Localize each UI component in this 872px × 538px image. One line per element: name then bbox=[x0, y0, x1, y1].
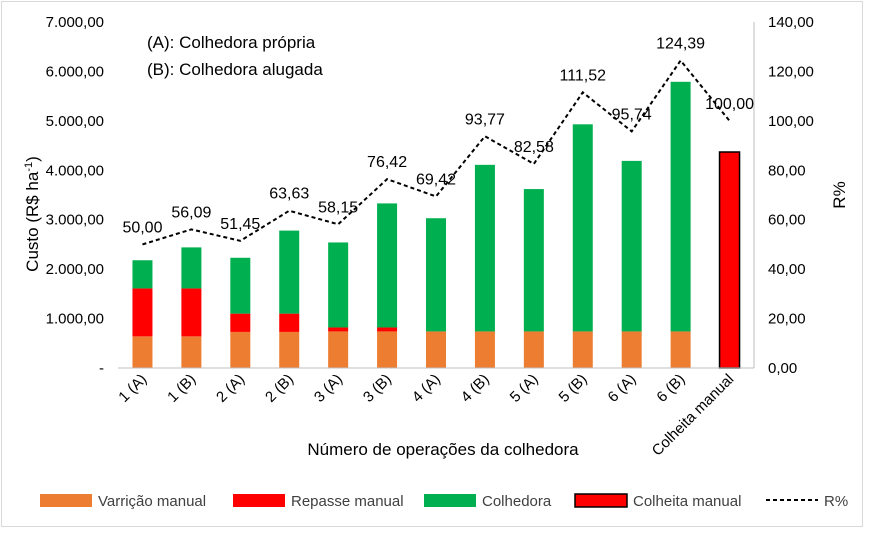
r-percent-data-label: 50,00 bbox=[122, 219, 162, 236]
y-left-title-end: ) bbox=[23, 156, 42, 162]
legend-swatch-colheita-manual bbox=[574, 493, 628, 508]
bar-varricao-manual bbox=[328, 331, 349, 368]
bar-colhedora bbox=[474, 164, 495, 332]
r-percent-data-label: 63,63 bbox=[269, 186, 309, 203]
bar-colhedora bbox=[670, 81, 691, 332]
legend-swatch-colhedora bbox=[424, 494, 476, 507]
legend-label-repasse: Repasse manual bbox=[291, 493, 404, 510]
bar-varricao-manual bbox=[523, 331, 544, 368]
y-left-tick-label: 5.000,00 bbox=[46, 113, 104, 130]
legend-swatch-varricao bbox=[40, 494, 92, 507]
bar-colhedora bbox=[230, 257, 251, 314]
bar-varricao-manual bbox=[132, 336, 153, 368]
y-right-tick-label: 40,00 bbox=[768, 261, 806, 278]
r-percent-data-label: 56,09 bbox=[171, 204, 211, 221]
annotation-b: (B): Colhedora alugada bbox=[147, 60, 323, 79]
legend-label-varricao: Varrição manual bbox=[98, 493, 206, 510]
y-left-tick-label: 7.000,00 bbox=[46, 14, 104, 31]
bar-varricao-manual bbox=[181, 336, 202, 368]
bar-varricao-manual bbox=[621, 331, 642, 368]
bar-varricao-manual bbox=[572, 331, 593, 368]
bar-varricao-manual bbox=[377, 331, 398, 368]
bar-colhedora bbox=[132, 260, 153, 289]
bar-colhedora bbox=[621, 160, 642, 332]
y-right-tick-label: 140,00 bbox=[768, 14, 814, 31]
bar-varricao-manual bbox=[474, 331, 495, 368]
legend-label-colhedora: Colhedora bbox=[482, 493, 552, 510]
bar-repasse-manual bbox=[328, 327, 349, 332]
y-left-tick-label: - bbox=[99, 360, 104, 377]
bar-repasse-manual bbox=[132, 288, 153, 337]
legend-label-r-percent: R% bbox=[824, 493, 848, 510]
bar-varricao-manual bbox=[426, 331, 446, 368]
legend-swatch-repasse bbox=[233, 494, 285, 507]
r-percent-data-label: 124,39 bbox=[656, 36, 705, 53]
bar-varricao-manual bbox=[230, 331, 251, 368]
y-right-tick-label: 20,00 bbox=[768, 311, 806, 328]
r-percent-data-label: 95,74 bbox=[612, 106, 652, 123]
bar-repasse-manual bbox=[230, 313, 251, 332]
right-axis-ticks: 0,00 20,00 40,00 60,00 80,00 100,00 120,00 140,… bbox=[768, 14, 814, 377]
y-left-title-main: Custo (R$ ha bbox=[23, 171, 42, 272]
r-percent-data-label: 82,58 bbox=[514, 139, 554, 156]
left-axis-ticks: - 1.000,00 2.000,00 3.000,00 4.000,00 5.000,0… bbox=[46, 14, 104, 377]
y-left-tick-label: 3.000,00 bbox=[46, 212, 104, 229]
r-percent-data-label: 76,42 bbox=[367, 154, 407, 171]
bar-repasse-manual bbox=[279, 313, 300, 332]
y-right-tick-label: 80,00 bbox=[768, 162, 806, 179]
r-percent-data-label: 69,42 bbox=[416, 171, 456, 188]
y-left-tick-label: 1.000,00 bbox=[46, 311, 104, 328]
y-right-tick-label: 120,00 bbox=[768, 63, 814, 80]
bar-varricao-manual bbox=[279, 331, 300, 368]
y-right-tick-label: 100,00 bbox=[768, 113, 814, 130]
r-percent-data-label: 58,15 bbox=[318, 199, 358, 216]
bar-colhedora bbox=[572, 124, 593, 332]
annotation-a: (A): Colhedora própria bbox=[147, 33, 316, 52]
y-right-tick-label: 0,00 bbox=[768, 360, 797, 377]
y-left-axis-title: Custo (R$ ha-1) bbox=[23, 156, 42, 272]
r-percent-data-label: 51,45 bbox=[220, 216, 260, 233]
bar-repasse-manual bbox=[181, 288, 202, 337]
bar-colheita-manual bbox=[718, 151, 741, 369]
y-left-tick-label: 2.000,00 bbox=[46, 261, 104, 278]
y-left-tick-label: 6.000,00 bbox=[46, 63, 104, 80]
bar-colhedora bbox=[377, 203, 398, 328]
bar-colhedora bbox=[328, 242, 349, 328]
line-group: 50,00 56,09 51,45 63,63 58,15 76,42 69,42 93,77… bbox=[122, 36, 754, 246]
y-right-axis-title: R% bbox=[830, 181, 849, 208]
bar-colhedora bbox=[181, 247, 202, 289]
r-percent-data-label: 93,77 bbox=[465, 111, 505, 128]
bar-colhedora bbox=[426, 218, 446, 332]
r-percent-data-label: 111,52 bbox=[559, 67, 606, 84]
bar-varricao-manual bbox=[670, 331, 691, 368]
bar-colhedora bbox=[279, 230, 300, 314]
r-percent-data-label: 100,00 bbox=[705, 96, 754, 113]
bars-group bbox=[118, 22, 755, 369]
legend: Varrição manual Repasse manual Colhedora… bbox=[40, 493, 848, 510]
x-axis-title: Número de operações da colhedora bbox=[307, 440, 579, 459]
y-left-tick-label: 4.000,00 bbox=[46, 162, 104, 179]
legend-label-colheita-manual: Colheita manual bbox=[633, 493, 741, 510]
bar-colhedora bbox=[523, 189, 544, 332]
bar-repasse-manual bbox=[377, 327, 398, 332]
y-left-title-sup: -1 bbox=[23, 162, 35, 172]
r-percent-line bbox=[142, 58, 731, 246]
y-right-tick-label: 60,00 bbox=[768, 212, 806, 229]
